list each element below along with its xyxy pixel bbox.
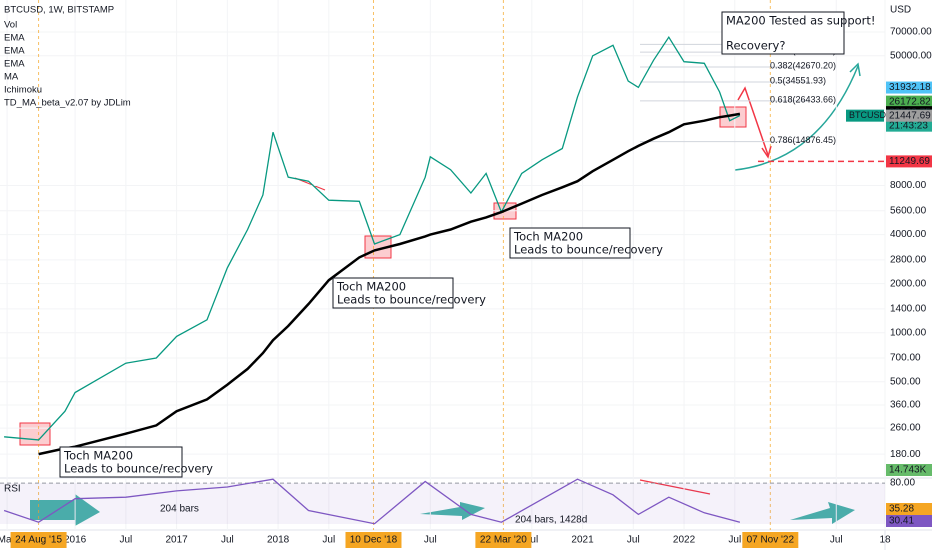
x-tick-label: Jul	[627, 535, 640, 546]
x-tick-label: Jul	[728, 535, 741, 546]
x-tick-label: Jul	[830, 535, 843, 546]
fib-label: 0.5(34551.93)	[770, 75, 826, 85]
chart-title: BTCUSD, 1W, BITSTAMP	[4, 5, 114, 16]
annotation-text: Leads to bounce/recovery	[337, 293, 486, 307]
annotation-title: MA200 Tested as support!	[726, 14, 876, 28]
date-marker-bg	[10, 532, 67, 548]
volume-tag-label: 14.743K	[889, 465, 927, 476]
x-tick-label: 2018	[267, 535, 290, 546]
annotation-text: Leads to bounce/recovery	[514, 243, 663, 257]
rsi-tick-label: 80.00	[890, 478, 915, 489]
y-unit: USD	[890, 5, 911, 16]
rsi-arrow	[639, 479, 711, 495]
y-tick-label: 50000.00	[890, 50, 932, 61]
y-tick-label: 260.00	[890, 423, 921, 434]
series-line	[3, 478, 741, 525]
price-tag-label: 11249.69	[889, 156, 930, 167]
y-tick-label: 8000.00	[890, 180, 927, 191]
y-tick-label: 1400.00	[890, 304, 927, 315]
fib-label: 0.382(42670.20)	[770, 60, 836, 70]
annotation-title: Toch MA200	[336, 280, 406, 294]
x-tick-label: 2016	[64, 535, 87, 546]
rsi-value-tag	[886, 515, 932, 527]
red-arrow	[737, 86, 769, 156]
green-arrow	[734, 65, 859, 171]
y-tick-label: 1000.00	[890, 327, 927, 338]
y-tick-label: 2800.00	[890, 254, 927, 265]
annotation-box	[721, 11, 845, 55]
rsi-arrow	[420, 502, 485, 520]
rsi-value-label: 35.28	[889, 504, 914, 515]
date-marker-label: 07 Nov '22	[747, 535, 795, 546]
annotation-text: Recovery?	[726, 39, 785, 53]
series-line	[38, 112, 741, 456]
indicator-name: TD_MA_beta_v2.07 by JDLim	[4, 98, 131, 109]
price-tag-label: 21447.69	[889, 110, 931, 121]
price-tag-label: 31932.18	[889, 82, 931, 93]
rsi-value-label: 30.41	[889, 516, 914, 527]
highlight-box	[19, 422, 51, 446]
arrow-head	[849, 62, 861, 77]
date-marker-label: 24 Aug '15	[15, 535, 62, 546]
price-tag	[886, 109, 932, 122]
range-label: 204 bars, 1428d	[515, 515, 587, 526]
annotation-text: Leads to bounce/recovery	[64, 462, 213, 476]
y-tick-label: 180.00	[890, 449, 921, 460]
rsi-band	[0, 483, 885, 524]
rsi-title: RSI	[4, 484, 21, 495]
indicator-name: EMA	[4, 46, 25, 57]
x-tick-label: 2017	[165, 535, 188, 546]
x-tick-label: 2022	[673, 535, 696, 546]
price-tag	[886, 81, 932, 94]
indicator-name: EMA	[4, 59, 25, 70]
indicator-name: Ichimoku	[4, 85, 42, 96]
date-marker-label: 10 Dec '18	[350, 535, 398, 546]
y-tick-label: 2000.00	[890, 278, 927, 289]
fib-label: 0.618(26433.66)	[770, 94, 836, 104]
y-tick-label: 70000.00	[890, 27, 932, 38]
price-tag	[886, 95, 932, 108]
rsi-arrow	[30, 494, 100, 526]
rsi-arrow	[790, 502, 855, 524]
x-tick-label: Jul	[424, 535, 437, 546]
x-tick-label: Jul	[322, 535, 335, 546]
y-tick-label: 700.00	[890, 353, 921, 364]
y-tick-label: 360.00	[890, 400, 921, 411]
y-tick-label: 4000.00	[890, 229, 927, 240]
volume-tag	[886, 464, 932, 476]
x-tick-label: 18	[879, 535, 891, 546]
price-tag-time: 21:43:23	[889, 120, 928, 131]
x-tick-label: Jul	[221, 535, 234, 546]
indicator-name: Vol	[4, 20, 17, 31]
fib-label: 0.786(14876.45)	[770, 135, 836, 145]
arrow-head	[761, 145, 772, 159]
symbol-tag	[846, 109, 884, 122]
x-tick-label: May	[0, 535, 17, 546]
annotation-box	[509, 227, 631, 259]
date-marker-bg	[475, 532, 532, 548]
annotation-title: Toch MA200	[63, 449, 133, 463]
y-tick-label: 5600.00	[890, 205, 927, 216]
x-tick-label: 2021	[571, 535, 594, 546]
y-tick-label: 500.00	[890, 376, 921, 387]
annotation-title: Toch MA200	[513, 230, 583, 244]
indicator-name: EMA	[4, 33, 25, 44]
annotation-box	[59, 446, 183, 478]
x-tick-label: Jul	[119, 535, 132, 546]
price-tag-label: 26172.82	[889, 96, 931, 107]
date-marker-bg	[742, 532, 799, 548]
date-marker-label: 22 Mar '20	[480, 535, 527, 546]
rsi-value-tag	[886, 503, 932, 515]
symbol-tag-label: BTCUSD	[849, 110, 887, 120]
series-line	[4, 35, 741, 441]
date-marker-bg	[345, 532, 402, 548]
range-label: 204 bars	[160, 504, 199, 515]
annotation-box	[332, 277, 454, 309]
indicator-name: MA	[4, 72, 19, 83]
x-tick-label: Jul	[525, 535, 538, 546]
price-tag	[886, 155, 932, 168]
